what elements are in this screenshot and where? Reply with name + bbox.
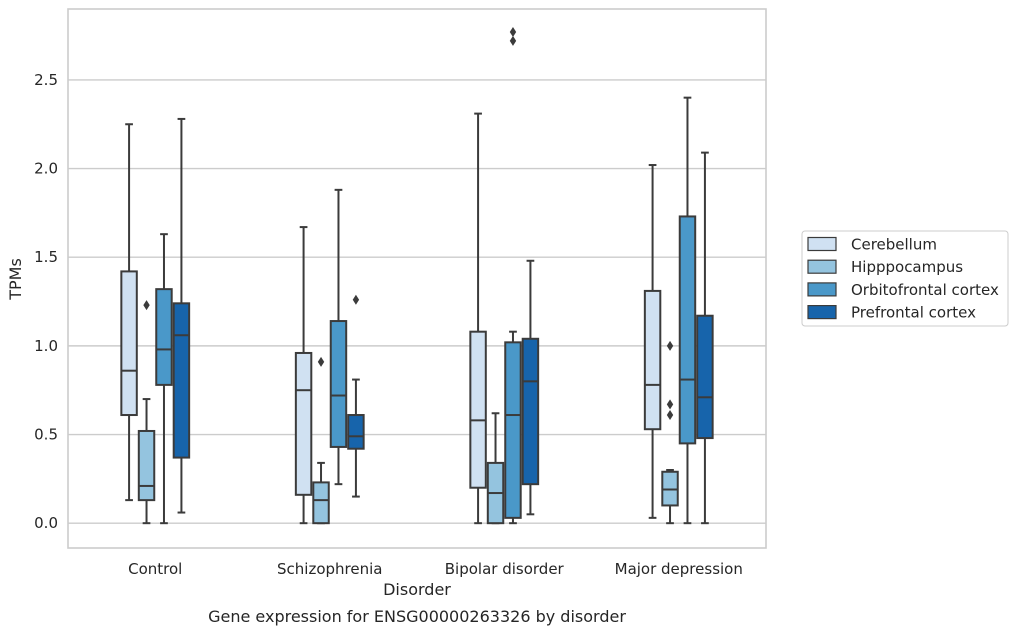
legend-frame [801, 230, 1009, 327]
legend-swatch [807, 259, 837, 274]
box [469, 330, 487, 489]
box-group [312, 356, 330, 525]
box [155, 288, 173, 386]
box [347, 414, 365, 450]
y-tick-label: 0.0 [34, 514, 58, 532]
box [294, 351, 313, 496]
box [678, 215, 697, 445]
outlier-point [666, 399, 674, 410]
x-tick-label: Control [128, 560, 182, 578]
box [521, 337, 540, 486]
x-tick-label: Bipolar disorder [445, 560, 565, 578]
outlier-point [352, 294, 360, 305]
y-tick-label: 2.5 [34, 71, 58, 89]
box [137, 429, 156, 502]
chart-title: Gene expression for ENSG00000263326 by d… [208, 607, 626, 626]
y-tick-label: 1.5 [34, 248, 58, 266]
legend-swatch [807, 236, 837, 252]
outlier-point [317, 356, 325, 367]
outlier-point [666, 410, 674, 421]
box [120, 270, 138, 417]
legend: Cerebellum Hipppocampus Orbitofrontal cort… [801, 230, 1009, 327]
box-group [155, 233, 173, 525]
outlier-point [509, 27, 517, 38]
box-group [504, 27, 522, 525]
y-tick-labels: 0.0 0.5 1.0 1.5 2.0 2.5 [34, 71, 58, 532]
legend-swatch [807, 282, 837, 297]
x-tick-label: Schizophrenia [277, 560, 382, 578]
y-tick-label: 1.0 [34, 337, 58, 355]
box-group [643, 164, 662, 519]
plot-frame [67, 8, 767, 549]
box-group [678, 96, 697, 525]
y-tick-label: 0.5 [34, 426, 58, 444]
box-group [347, 294, 365, 498]
box-group [661, 340, 679, 525]
box-group [486, 412, 505, 525]
y-tick-label: 2.0 [34, 160, 58, 178]
legend-label: Prefrontal cortex [851, 304, 976, 322]
box-group [294, 226, 313, 525]
box-group [469, 112, 487, 525]
box [172, 302, 191, 459]
legend-label: Hipppocampus [851, 258, 963, 276]
box [312, 481, 330, 525]
plot-area [120, 27, 714, 525]
x-tick-labels: Control Schizophrenia Bipolar disorder Majo… [128, 560, 743, 578]
outlier-point [509, 35, 517, 46]
y-axis-title: TPMs [6, 258, 25, 301]
legend-label: Cerebellum [851, 236, 937, 254]
box-group [696, 151, 714, 525]
outlier-point [666, 340, 674, 351]
box-group [137, 300, 156, 525]
box-group [329, 188, 348, 486]
box [696, 314, 714, 440]
x-tick-label: Major depression [615, 560, 743, 578]
box [504, 341, 522, 519]
x-axis-title: Disorder [383, 580, 451, 599]
outlier-point [143, 300, 150, 311]
box [643, 289, 662, 431]
box-group [120, 123, 138, 502]
legend-label: Orbitofrontal cortex [851, 281, 999, 299]
legend-swatch [807, 305, 837, 320]
box [329, 320, 348, 448]
box-group [521, 259, 540, 516]
box-group [172, 117, 191, 514]
